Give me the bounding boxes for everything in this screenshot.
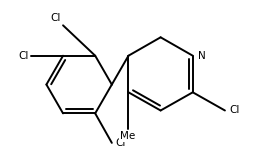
Text: Cl: Cl: [50, 13, 61, 23]
Text: Cl: Cl: [116, 138, 126, 148]
Text: Me: Me: [120, 131, 135, 141]
Text: Cl: Cl: [18, 51, 29, 61]
Text: N: N: [198, 51, 205, 61]
Text: Cl: Cl: [229, 106, 240, 115]
